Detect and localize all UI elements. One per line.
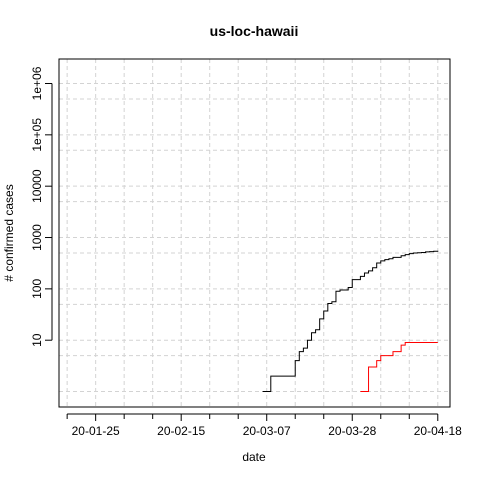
y-tick-label: 10: [30, 333, 44, 347]
x-axis-label: date: [242, 450, 266, 464]
plot-frame: [58, 58, 451, 408]
x-tick-label: 20-01-25: [72, 424, 120, 438]
y-tick-label: 1000: [30, 224, 44, 251]
y-tick-label: 100: [30, 279, 44, 299]
x-tick-label: 20-04-18: [414, 424, 462, 438]
x-tick-label: 20-03-07: [243, 424, 291, 438]
y-axis-label: # confirmed cases: [2, 184, 16, 281]
y-axis: 10 100 1000 10000 1e+05 1e+06: [30, 66, 53, 347]
y-tick-label: 10000: [30, 169, 44, 203]
x-axis: 20-01-25 20-02-15 20-03-07 20-03-28 20-04-18: [66, 413, 462, 438]
grid: [59, 59, 450, 407]
chart-title: us-loc-hawaii: [210, 23, 299, 39]
series-line-2: [360, 342, 438, 393]
y-tick-label: 1e+06: [30, 66, 44, 100]
y-tick-label: 1e+05: [30, 118, 44, 152]
x-tick-label: 20-03-28: [328, 424, 376, 438]
series-lines: [262, 250, 439, 393]
x-tick-label: 20-02-15: [157, 424, 205, 438]
series-line-1: [262, 250, 439, 393]
